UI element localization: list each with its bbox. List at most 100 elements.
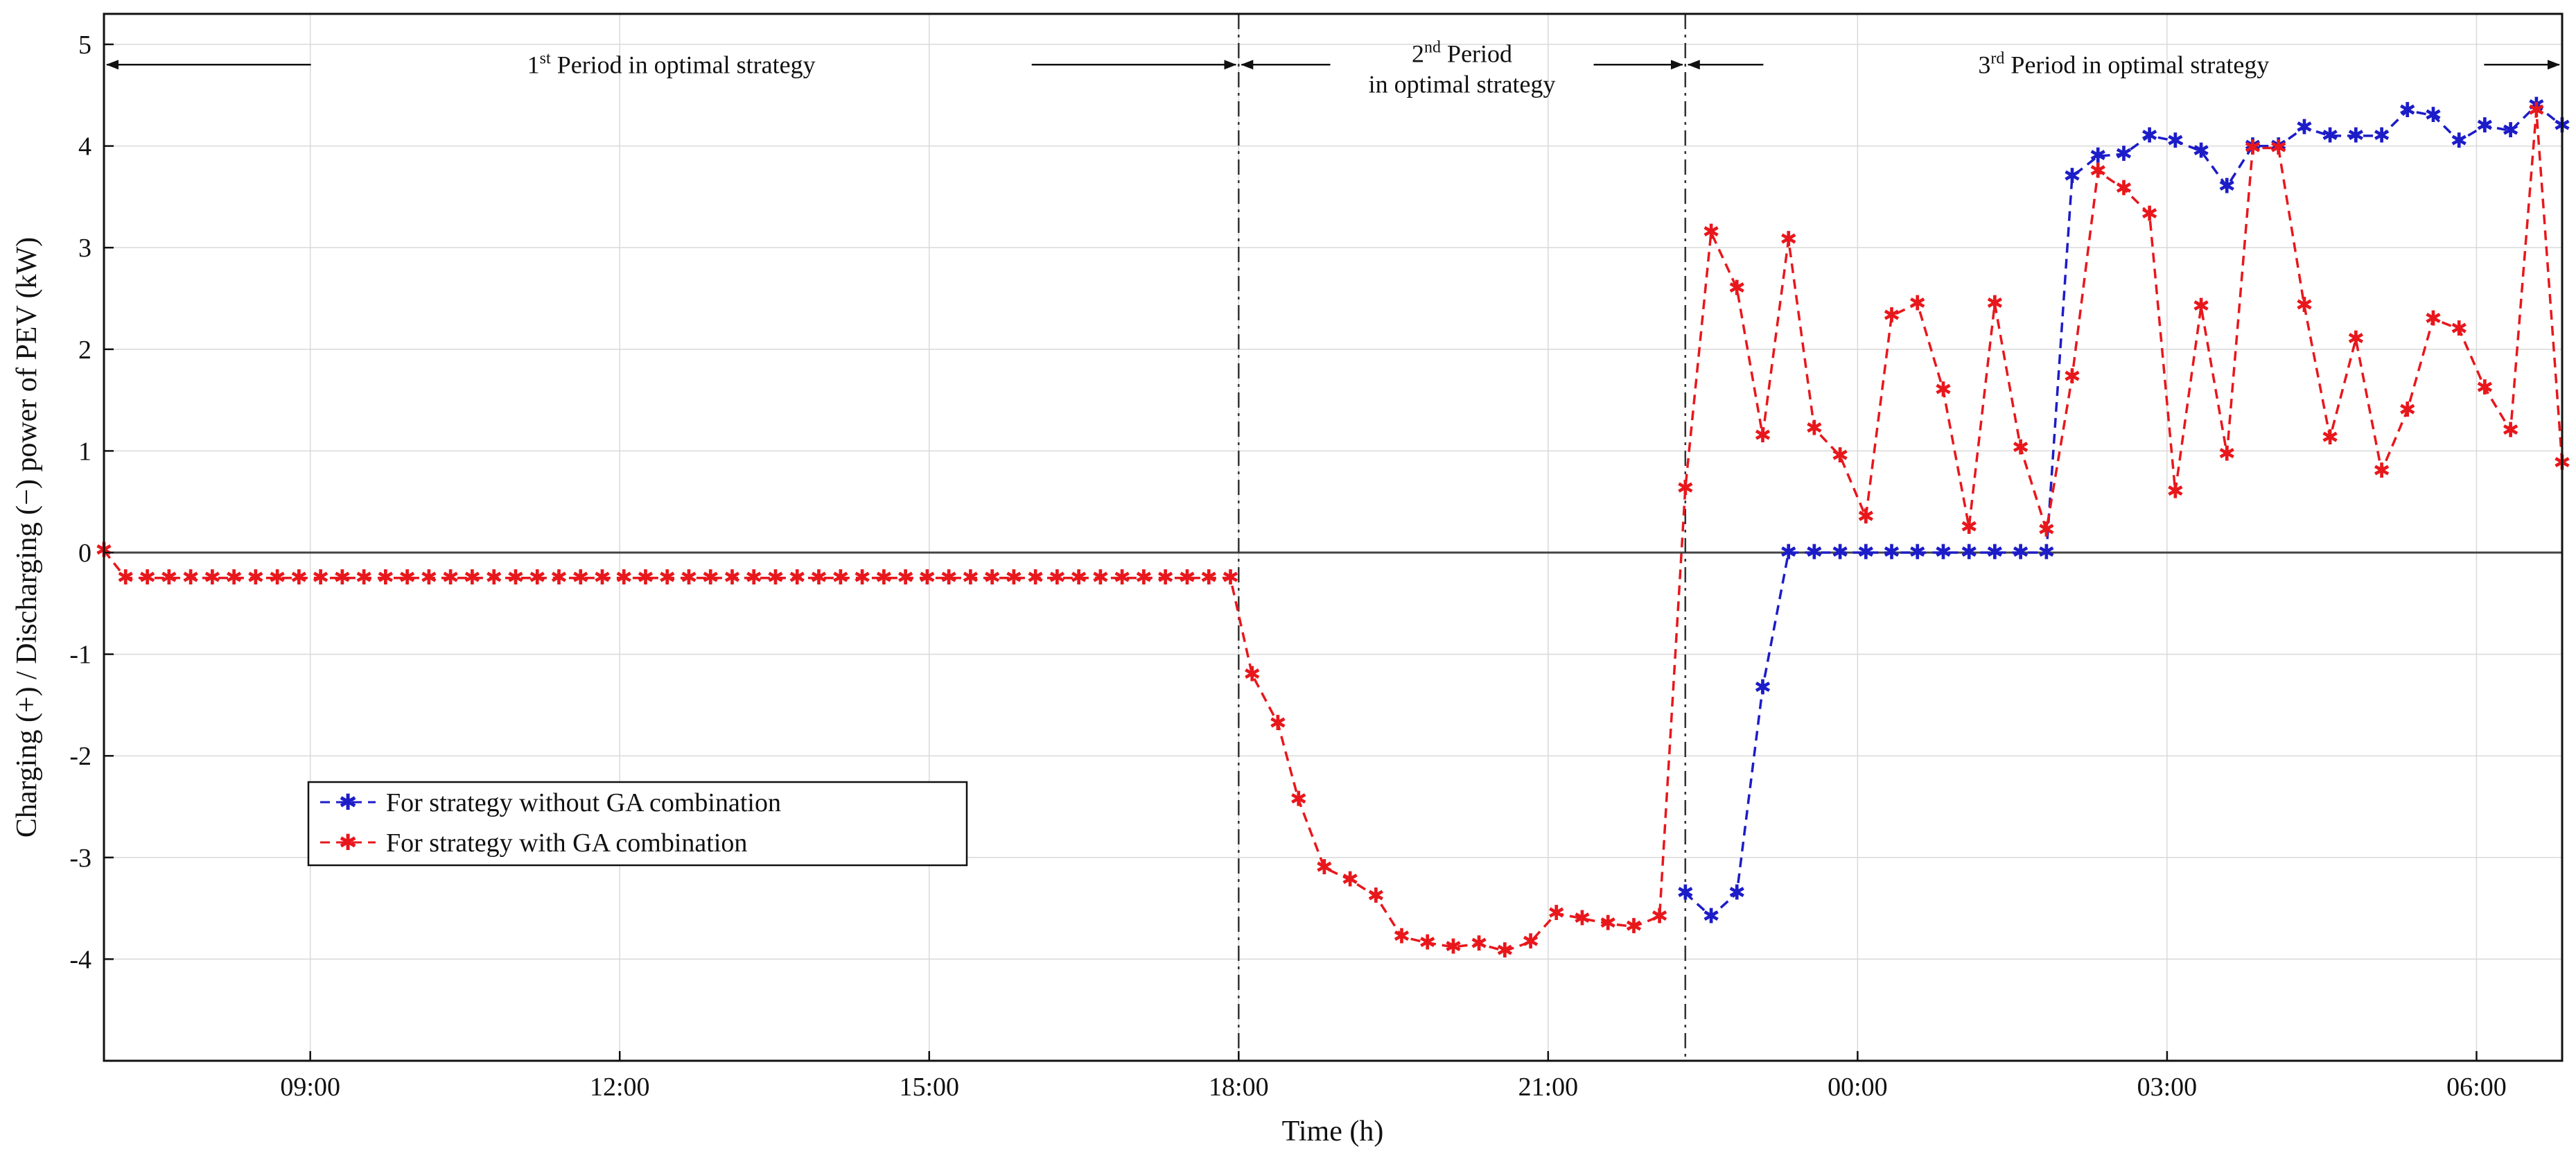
data-point: ✱ xyxy=(290,566,308,590)
data-point: ✱ xyxy=(1883,540,1900,564)
data-point: ✱ xyxy=(1857,540,1875,564)
data-point: ✱ xyxy=(2502,419,2519,443)
y-tick-label: -2 xyxy=(69,742,91,771)
data-point: ✱ xyxy=(2063,365,2080,389)
data-point: ✱ xyxy=(1341,868,1358,892)
data-point: ✱ xyxy=(2373,123,2390,148)
data-point: ✱ xyxy=(1070,566,1087,590)
data-point: ✱ xyxy=(2527,98,2545,123)
y-tick-label: 3 xyxy=(78,234,91,263)
data-point: ✱ xyxy=(2012,435,2029,460)
y-axis-title: Charging (+) / Discharging (−) power of … xyxy=(11,237,43,838)
data-point: ✱ xyxy=(2089,159,2107,184)
data-point: ✱ xyxy=(745,566,762,590)
y-tick-label: -3 xyxy=(69,844,91,873)
data-point: ✱ xyxy=(1135,566,1153,590)
data-point: ✱ xyxy=(2451,317,2468,341)
data-point: ✱ xyxy=(2218,442,2236,466)
data-point: ✱ xyxy=(1600,912,1617,936)
data-point: ✱ xyxy=(2012,540,2029,564)
data-point: ✱ xyxy=(1702,220,1719,245)
period-annotations: 1st Period in optimal strategy 2nd Period… xyxy=(106,38,2560,98)
data-point: ✱ xyxy=(2166,480,2184,504)
data-point: ✱ xyxy=(204,566,221,590)
data-point: ✱ xyxy=(789,566,806,590)
data-point: ✱ xyxy=(2322,123,2339,148)
data-point: ✱ xyxy=(1114,566,1131,590)
data-point: ✱ xyxy=(918,566,936,590)
y-tick-label: -1 xyxy=(69,641,91,670)
x-tick-label: 12:00 xyxy=(590,1073,650,1102)
y-axis-ticks: 5 4 3 2 1 0 -1 -2 -3 -4 xyxy=(69,31,114,974)
legend: ✱ For strategy without GA combination ✱ … xyxy=(307,781,968,867)
data-point: ✱ xyxy=(2038,540,2055,564)
data-point: ✱ xyxy=(572,566,589,590)
data-point: ✱ xyxy=(1909,291,1926,315)
data-point: ✱ xyxy=(680,566,697,590)
data-point: ✱ xyxy=(962,566,979,590)
data-point: ✱ xyxy=(875,566,893,590)
data-point: ✱ xyxy=(268,566,286,590)
data-point: ✱ xyxy=(983,566,1001,590)
data-point: ✱ xyxy=(1676,881,1694,905)
data-point: ✱ xyxy=(1496,939,1514,963)
data-point: ✱ xyxy=(312,566,329,590)
data-point: ✱ xyxy=(1471,932,1488,956)
data-point: ✱ xyxy=(1780,540,1797,564)
data-point: ✱ xyxy=(1909,540,1926,564)
data-point: ✱ xyxy=(1522,930,1539,954)
data-point: ✱ xyxy=(1157,566,1174,590)
data-point: ✱ xyxy=(1832,444,1849,468)
data-point: ✱ xyxy=(398,566,416,590)
data-point: ✱ xyxy=(593,566,611,590)
data-point: ✱ xyxy=(1573,906,1591,930)
data-point: ✱ xyxy=(2322,426,2339,450)
data-point: ✱ xyxy=(247,566,264,590)
data-point: ✱ xyxy=(1092,566,1109,590)
period-1-label: 1st Period in optimal strategy xyxy=(527,49,816,78)
data-point: ✱ xyxy=(1934,540,1952,564)
data-point: ✱ xyxy=(1961,515,1978,539)
data-point: ✱ xyxy=(2270,136,2287,160)
data-point: ✱ xyxy=(1728,276,1746,300)
data-point: ✱ xyxy=(2476,376,2494,400)
data-point: ✱ xyxy=(1934,378,1952,402)
data-point: ✱ xyxy=(1805,540,1823,564)
legend-star-with-ga: ✱ xyxy=(339,829,358,856)
data-point: ✱ xyxy=(225,566,243,590)
plot-area xyxy=(104,14,2562,1061)
data-point: ✱ xyxy=(810,566,827,590)
data-point: ✱ xyxy=(2089,144,2107,168)
y-tick-label: -4 xyxy=(69,945,91,974)
period-2-annotation: 2nd Period in optimal strategy xyxy=(1241,38,1683,98)
data-point: ✱ xyxy=(2295,293,2313,318)
data-point: ✱ xyxy=(1961,540,1978,564)
data-point: ✱ xyxy=(550,566,568,590)
data-point: ✱ xyxy=(1222,566,1239,590)
period-3-annotation: 3rd Period in optimal strategy xyxy=(1687,49,2560,78)
data-point: ✱ xyxy=(333,566,351,590)
x-tick-label: 18:00 xyxy=(1209,1073,1269,1102)
data-point: ✱ xyxy=(1754,424,1771,448)
data-point: ✱ xyxy=(442,566,459,590)
data-point: ✱ xyxy=(2218,175,2236,199)
data-point: ✱ xyxy=(2063,164,2080,189)
data-point: ✱ xyxy=(1315,856,1333,880)
data-point: ✱ xyxy=(1049,566,1066,590)
legend-box xyxy=(307,781,968,867)
data-point: ✱ xyxy=(464,566,481,590)
data-point: ✱ xyxy=(853,566,870,590)
data-point: ✱ xyxy=(1857,505,1875,529)
data-point: ✱ xyxy=(2115,142,2132,166)
data-point: ✱ xyxy=(377,566,394,590)
data-point: ✱ xyxy=(2399,398,2416,422)
data-point: ✱ xyxy=(1367,884,1385,908)
data-point: ✱ xyxy=(1027,566,1044,590)
data-point: ✱ xyxy=(2192,139,2209,163)
period-1-annotation: 1st Period in optimal strategy xyxy=(106,49,1237,78)
data-point: ✱ xyxy=(1805,417,1823,441)
data-point: ✱ xyxy=(897,566,914,590)
legend-star-without-ga: ✱ xyxy=(339,789,358,815)
x-axis-title: Time (h) xyxy=(1282,1116,1384,1147)
